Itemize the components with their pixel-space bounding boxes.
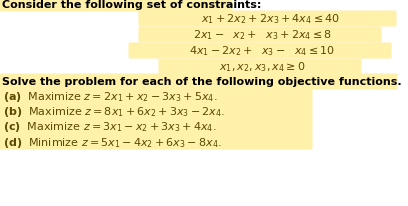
FancyBboxPatch shape [0, 0, 233, 12]
FancyBboxPatch shape [158, 59, 361, 75]
Text: $\mathbf{(d)}$  Minimize $z = 5x_1 - 4x_2 + 6x_3 - 8x_4.$: $\mathbf{(d)}$ Minimize $z = 5x_1 - 4x_2… [3, 135, 222, 149]
Text: Solve the problem for each of the following objective functions.: Solve the problem for each of the follow… [2, 77, 401, 87]
Text: $2x_1 -\ \ x_2 +\ \ x_3 + 2x_4 \leq 8$: $2x_1 -\ \ x_2 +\ \ x_3 + 2x_4 \leq 8$ [193, 28, 331, 42]
FancyBboxPatch shape [0, 89, 313, 105]
FancyBboxPatch shape [0, 119, 313, 135]
FancyBboxPatch shape [0, 134, 313, 150]
Text: $\mathbf{(c)}$  Maximize $z = 3x_1 - x_2 + 3x_3 + 4x_4.$: $\mathbf{(c)}$ Maximize $z = 3x_1 - x_2 … [3, 120, 217, 134]
FancyBboxPatch shape [138, 27, 381, 43]
Text: Consider the following set of constraints:: Consider the following set of constraint… [2, 0, 262, 10]
FancyBboxPatch shape [129, 43, 392, 59]
Text: $x_1 + 2x_2 + 2x_3 + 4x_4 \leq 40$: $x_1 + 2x_2 + 2x_3 + 4x_4 \leq 40$ [201, 12, 339, 26]
Text: $x_1, x_2, x_3, x_4 \geq 0$: $x_1, x_2, x_3, x_4 \geq 0$ [219, 60, 305, 74]
FancyBboxPatch shape [0, 104, 313, 120]
Text: $\mathbf{(a)}$  Maximize $z = 2x_1 + x_2 - 3x_3 + 5x_4.$: $\mathbf{(a)}$ Maximize $z = 2x_1 + x_2 … [3, 90, 217, 104]
Text: $\mathbf{(b)}$  Maximize $z = 8x_1 + 6x_2 + 3x_3 - 2x_4.$: $\mathbf{(b)}$ Maximize $z = 8x_1 + 6x_2… [3, 105, 225, 119]
Text: $4x_1 - 2x_2 +\ \ x_3 -\ \ x_4 \leq 10$: $4x_1 - 2x_2 +\ \ x_3 -\ \ x_4 \leq 10$ [189, 44, 335, 58]
FancyBboxPatch shape [138, 12, 397, 27]
FancyBboxPatch shape [0, 74, 397, 90]
